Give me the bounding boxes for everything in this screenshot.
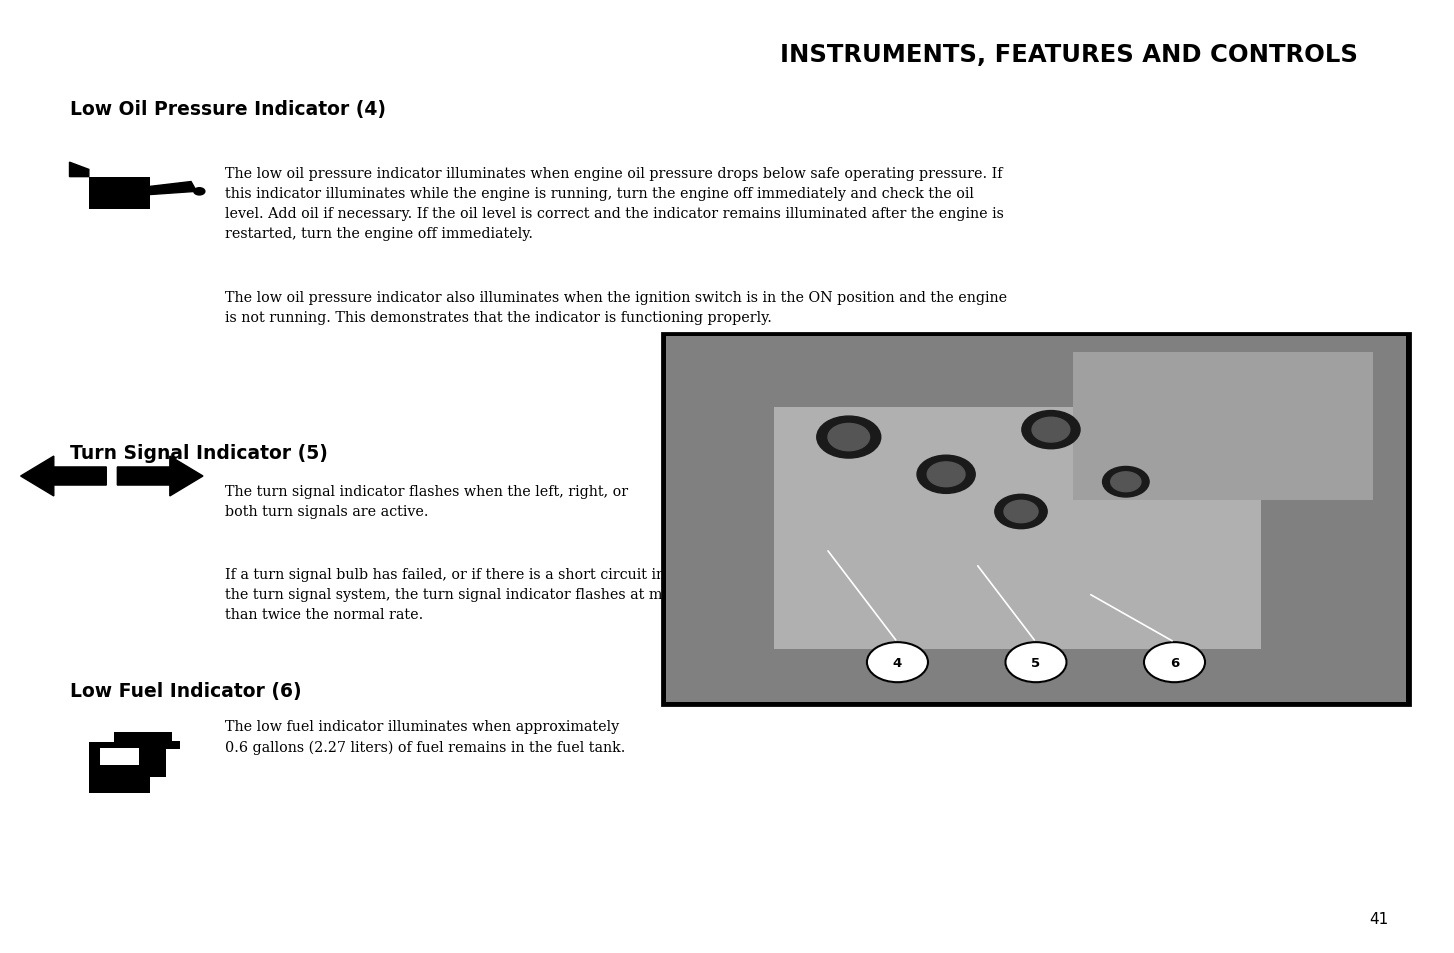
Circle shape	[928, 462, 965, 487]
Bar	[150, 741, 180, 750]
Circle shape	[995, 495, 1047, 529]
Circle shape	[1102, 467, 1149, 497]
Bar	[666, 336, 1406, 702]
Bar	[89, 177, 150, 210]
Text: Low Oil Pressure Indicator (4): Low Oil Pressure Indicator (4)	[70, 100, 385, 119]
Polygon shape	[150, 182, 196, 195]
Bar	[774, 408, 1261, 650]
Circle shape	[867, 642, 928, 682]
Text: INSTRUMENTS, FEATURES AND CONTROLS: INSTRUMENTS, FEATURES AND CONTROLS	[779, 43, 1358, 67]
Circle shape	[817, 416, 881, 458]
Circle shape	[1111, 473, 1141, 492]
Text: Low Fuel Indicator (6): Low Fuel Indicator (6)	[70, 681, 301, 700]
Bar	[100, 748, 138, 765]
Polygon shape	[70, 163, 89, 177]
Circle shape	[193, 189, 205, 195]
Text: 4: 4	[893, 656, 901, 669]
Text: 6: 6	[1170, 656, 1179, 669]
Circle shape	[1005, 501, 1038, 523]
Polygon shape	[118, 456, 204, 497]
Bar	[150, 742, 166, 778]
Circle shape	[1144, 642, 1205, 682]
Text: The low oil pressure indicator illuminates when engine oil pressure drops below : The low oil pressure indicator illuminat…	[225, 167, 1005, 241]
Text: Turn Signal Indicator (5): Turn Signal Indicator (5)	[70, 443, 327, 462]
Circle shape	[1022, 411, 1080, 449]
Text: The turn signal indicator flashes when the left, right, or
both turn signals are: The turn signal indicator flashes when t…	[225, 484, 628, 518]
Polygon shape	[20, 456, 106, 497]
Bar	[1073, 352, 1373, 501]
Text: If a turn signal bulb has failed, or if there is a short circuit in
the turn sig: If a turn signal bulb has failed, or if …	[225, 567, 686, 621]
Text: The low fuel indicator illuminates when approximately
0.6 gallons (2.27 liters) : The low fuel indicator illuminates when …	[225, 720, 625, 754]
Circle shape	[1032, 417, 1070, 442]
Bar	[113, 732, 172, 742]
Circle shape	[917, 456, 976, 494]
Text: The low oil pressure indicator also illuminates when the ignition switch is in t: The low oil pressure indicator also illu…	[225, 291, 1008, 325]
Text: 41: 41	[1370, 911, 1389, 926]
Text: 5: 5	[1031, 656, 1041, 669]
Circle shape	[827, 424, 869, 452]
Circle shape	[1006, 642, 1067, 682]
Bar	[89, 742, 150, 793]
Bar	[662, 334, 1410, 705]
